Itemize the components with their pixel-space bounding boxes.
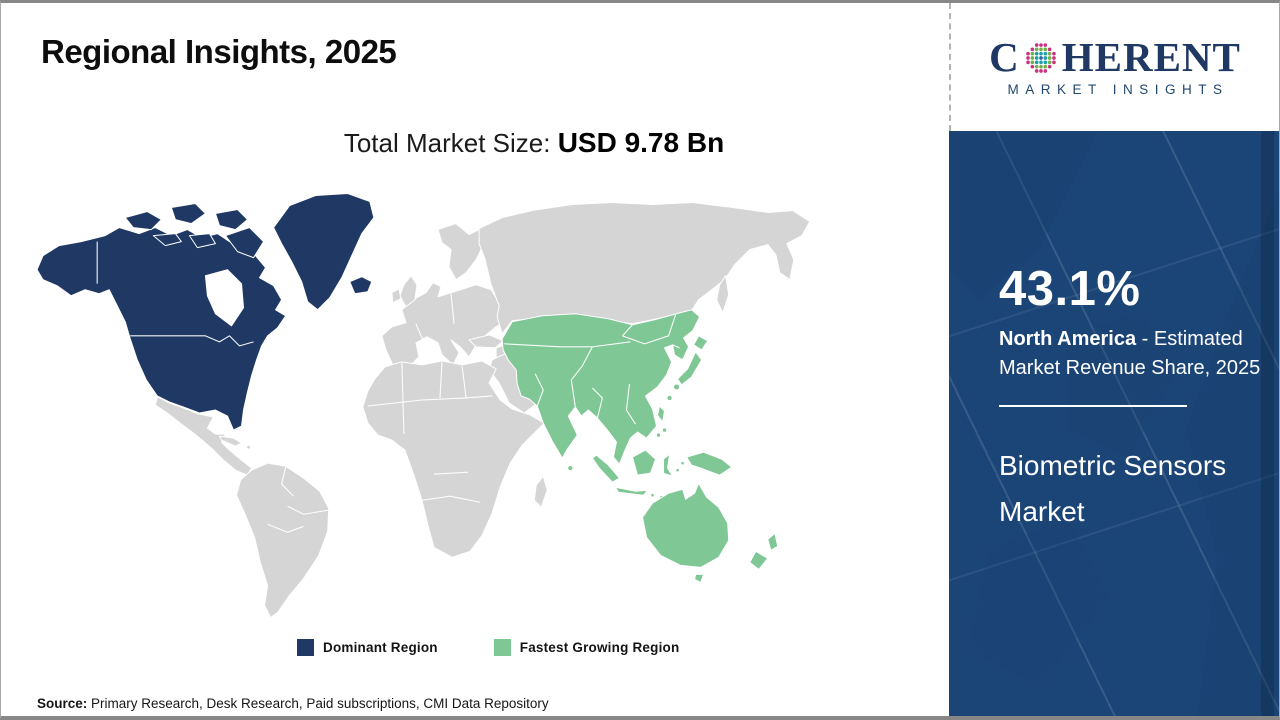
source-label: Source: bbox=[37, 696, 88, 711]
legend: Dominant Region Fastest Growing Region bbox=[297, 639, 679, 656]
revenue-share-text: - Estimated Market Revenue Share, 2025 bbox=[999, 328, 1261, 379]
source-line: Source: Primary Research, Desk Research,… bbox=[37, 696, 549, 711]
total-market-size-label: Total Market Size: bbox=[343, 128, 551, 158]
source-text: Primary Research, Desk Research, Paid su… bbox=[87, 696, 549, 711]
world-map-svg bbox=[36, 192, 811, 619]
page-title: Regional Insights, 2025 bbox=[41, 33, 397, 70]
world-map bbox=[29, 183, 853, 625]
revenue-share-region: North America bbox=[999, 328, 1137, 350]
logo-subtitle: MARKET INSIGHTS bbox=[1007, 82, 1229, 97]
fastest-growing-region-label: Fastest Growing Region bbox=[519, 640, 680, 655]
fastest-growing-region-swatch bbox=[493, 639, 511, 656]
revenue-share-description: North America - Estimated Market Revenue… bbox=[999, 325, 1261, 383]
dominant-region-label: Dominant Region bbox=[323, 640, 438, 655]
map-region-other bbox=[154, 202, 811, 619]
logo-letter-c: C bbox=[989, 34, 1020, 80]
total-market-size-value: USD 9.78 Bn bbox=[557, 127, 725, 158]
logo-word-rest: HERENT bbox=[1061, 34, 1241, 80]
sidebar-divider bbox=[999, 405, 1187, 407]
legend-item-dominant: Dominant Region bbox=[297, 639, 438, 656]
dotted-globe-icon bbox=[1025, 42, 1056, 73]
revenue-share-value: 43.1% bbox=[999, 262, 1141, 316]
right-panel: C HERENT MARKET INSIGHTS 43.1% North Ame… bbox=[949, 3, 1279, 716]
dominant-region-swatch bbox=[297, 639, 314, 656]
logo: C HERENT MARKET INSIGHTS bbox=[949, 3, 1279, 131]
main-panel: Regional Insights, 2025 Total Market Siz… bbox=[1, 3, 949, 716]
sidebar-watermark-map bbox=[949, 131, 1279, 716]
sidebar-content: 43.1% North America - Estimated Market R… bbox=[949, 131, 1279, 535]
logo-wordmark: C HERENT bbox=[989, 37, 1241, 78]
market-name: Biometric Sensors Market bbox=[999, 450, 1227, 527]
map-region-asia-pacific bbox=[501, 309, 779, 583]
legend-item-fastest-growing: Fastest Growing Region bbox=[493, 639, 680, 656]
sidebar-edge-shade bbox=[1261, 131, 1274, 716]
sidebar-panel: 43.1% North America - Estimated Market R… bbox=[949, 131, 1279, 716]
total-market-size: Total Market Size: USD 9.78 Bn bbox=[1, 127, 949, 159]
map-region-north-america bbox=[36, 192, 375, 431]
